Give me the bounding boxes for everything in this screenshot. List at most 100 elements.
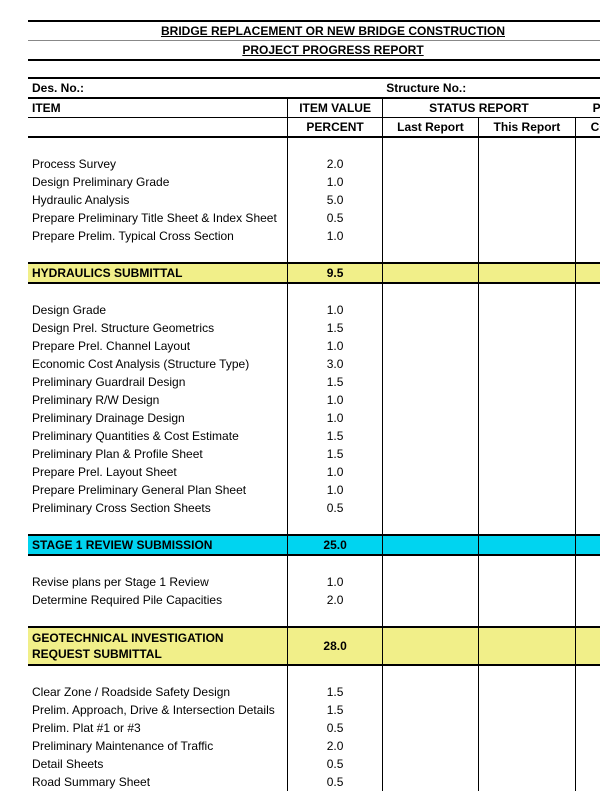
data-row: Design Prel. Structure Geometrics1.5 bbox=[28, 319, 600, 337]
item-label: Prepare Prelim. Typical Cross Section bbox=[28, 227, 288, 245]
data-row: Preliminary Drainage Design1.0 bbox=[28, 409, 600, 427]
data-row: Preliminary Quantities & Cost Estimate1.… bbox=[28, 427, 600, 445]
item-value: 1.5 bbox=[288, 427, 382, 445]
item-label: Process Survey bbox=[28, 155, 288, 173]
header-row-1: ITEMITEM VALUESTATUS REPORTPERCE bbox=[28, 98, 600, 118]
item-label: Prepare Prel. Layout Sheet bbox=[28, 463, 288, 481]
subtotal-row: STAGE 1 REVIEW SUBMISSION25.0 0.0 bbox=[28, 535, 600, 555]
data-row: Hydraulic Analysis5.0 bbox=[28, 191, 600, 209]
item-value: 1.0 bbox=[288, 227, 382, 245]
subtotal-percent: 0.0 bbox=[575, 627, 600, 665]
blank-row bbox=[28, 665, 600, 683]
item-label: Design Preliminary Grade bbox=[28, 173, 288, 191]
item-value: 1.0 bbox=[288, 301, 382, 319]
item-value: 1.5 bbox=[288, 701, 382, 719]
title-row-1: BRIDGE REPLACEMENT OR NEW BRIDGE CONSTRU… bbox=[28, 21, 600, 41]
item-label: Prepare Preliminary Title Sheet & Index … bbox=[28, 209, 288, 227]
item-value: 2.0 bbox=[288, 591, 382, 609]
title-row-2: PROJECT PROGRESS REPORT bbox=[28, 41, 600, 61]
subtotal-percent: 0.0 bbox=[575, 535, 600, 555]
item-label: Determine Required Pile Capacities bbox=[28, 591, 288, 609]
item-value: 2.0 bbox=[288, 155, 382, 173]
item-label: Revise plans per Stage 1 Review bbox=[28, 573, 288, 591]
data-row: Process Survey2.0 bbox=[28, 155, 600, 173]
data-row: Revise plans per Stage 1 Review1.0 bbox=[28, 573, 600, 591]
data-row: Prepare Prel. Layout Sheet1.0 bbox=[28, 463, 600, 481]
data-row: Prepare Prelim. Typical Cross Section1.0 bbox=[28, 227, 600, 245]
data-row: Prelim. Approach, Drive & Intersection D… bbox=[28, 701, 600, 719]
item-value: 3.0 bbox=[288, 355, 382, 373]
item-label: Road Summary Sheet bbox=[28, 773, 288, 791]
data-row: Preliminary Cross Section Sheets0.5 bbox=[28, 499, 600, 517]
blank-row bbox=[28, 609, 600, 627]
item-value: 1.0 bbox=[288, 391, 382, 409]
data-row: Preliminary Maintenance of Traffic2.0 bbox=[28, 737, 600, 755]
data-row: Economic Cost Analysis (Structure Type)3… bbox=[28, 355, 600, 373]
data-row: Design Grade1.0 bbox=[28, 301, 600, 319]
subtotal-value: 25.0 bbox=[288, 535, 382, 555]
item-value: 0.5 bbox=[288, 773, 382, 791]
item-label: Prelim. Approach, Drive & Intersection D… bbox=[28, 701, 288, 719]
meta-row: Des. No.: Structure No.: bbox=[28, 78, 600, 98]
item-value: 0.5 bbox=[288, 209, 382, 227]
item-label: Prepare Preliminary General Plan Sheet bbox=[28, 481, 288, 499]
data-row: Detail Sheets0.5 bbox=[28, 755, 600, 773]
data-row: Prepare Preliminary General Plan Sheet1.… bbox=[28, 481, 600, 499]
item-value: 1.5 bbox=[288, 445, 382, 463]
item-label: Prelim. Plat #1 or #3 bbox=[28, 719, 288, 737]
item-label: Preliminary Drainage Design bbox=[28, 409, 288, 427]
des-no-label: Des. No.: bbox=[28, 78, 288, 98]
blank-row bbox=[28, 137, 600, 155]
item-value: 1.0 bbox=[288, 481, 382, 499]
spacer bbox=[28, 60, 600, 78]
data-row: Design Preliminary Grade1.0 bbox=[28, 173, 600, 191]
data-row: Prepare Preliminary Title Sheet & Index … bbox=[28, 209, 600, 227]
item-value: 2.0 bbox=[288, 737, 382, 755]
item-label: Design Prel. Structure Geometrics bbox=[28, 319, 288, 337]
item-label: Hydraulic Analysis bbox=[28, 191, 288, 209]
item-value: 1.5 bbox=[288, 373, 382, 391]
blank-row bbox=[28, 517, 600, 535]
subtotal-row: GEOTECHNICAL INVESTIGATIONREQUEST SUBMIT… bbox=[28, 627, 600, 665]
item-label: Preliminary Quantities & Cost Estimate bbox=[28, 427, 288, 445]
data-row: Prepare Prel. Channel Layout1.0 bbox=[28, 337, 600, 355]
subtotal-value: 9.5 bbox=[288, 263, 382, 283]
item-value: 1.5 bbox=[288, 319, 382, 337]
item-label: Prepare Prel. Channel Layout bbox=[28, 337, 288, 355]
item-value: 1.0 bbox=[288, 463, 382, 481]
progress-report-table: BRIDGE REPLACEMENT OR NEW BRIDGE CONSTRU… bbox=[28, 20, 600, 791]
structure-no-label: Structure No.: bbox=[382, 78, 600, 98]
blank-row bbox=[28, 245, 600, 263]
item-label: Preliminary Plan & Profile Sheet bbox=[28, 445, 288, 463]
data-row: Clear Zone / Roadside Safety Design1.5 bbox=[28, 683, 600, 701]
item-label: Preliminary Cross Section Sheets bbox=[28, 499, 288, 517]
item-value: 0.5 bbox=[288, 719, 382, 737]
item-value: 1.0 bbox=[288, 337, 382, 355]
item-value: 1.0 bbox=[288, 409, 382, 427]
subtotal-row: HYDRAULICS SUBMITTAL9.5 0.0 bbox=[28, 263, 600, 283]
data-row: Determine Required Pile Capacities2.0 bbox=[28, 591, 600, 609]
item-label: Design Grade bbox=[28, 301, 288, 319]
data-row: Prelim. Plat #1 or #30.5 bbox=[28, 719, 600, 737]
data-row: Preliminary R/W Design1.0 bbox=[28, 391, 600, 409]
item-value: 5.0 bbox=[288, 191, 382, 209]
item-value: 0.5 bbox=[288, 499, 382, 517]
item-label: Preliminary R/W Design bbox=[28, 391, 288, 409]
subtotal-percent: 0.0 bbox=[575, 263, 600, 283]
item-label: Detail Sheets bbox=[28, 755, 288, 773]
item-value: 0.5 bbox=[288, 755, 382, 773]
subtotal-label: STAGE 1 REVIEW SUBMISSION bbox=[28, 535, 288, 555]
item-label: Economic Cost Analysis (Structure Type) bbox=[28, 355, 288, 373]
item-value: 1.5 bbox=[288, 683, 382, 701]
subtotal-value: 28.0 bbox=[288, 627, 382, 665]
data-row: Preliminary Guardrail Design1.5 bbox=[28, 373, 600, 391]
subtotal-label: HYDRAULICS SUBMITTAL bbox=[28, 263, 288, 283]
item-value: 1.0 bbox=[288, 173, 382, 191]
blank-row bbox=[28, 555, 600, 573]
item-label: Preliminary Maintenance of Traffic bbox=[28, 737, 288, 755]
header-row-2: PERCENTLast ReportThis ReportCOMPL bbox=[28, 118, 600, 138]
item-value: 1.0 bbox=[288, 573, 382, 591]
data-row: Preliminary Plan & Profile Sheet1.5 bbox=[28, 445, 600, 463]
blank-row bbox=[28, 283, 600, 301]
data-row: Road Summary Sheet0.5 bbox=[28, 773, 600, 791]
